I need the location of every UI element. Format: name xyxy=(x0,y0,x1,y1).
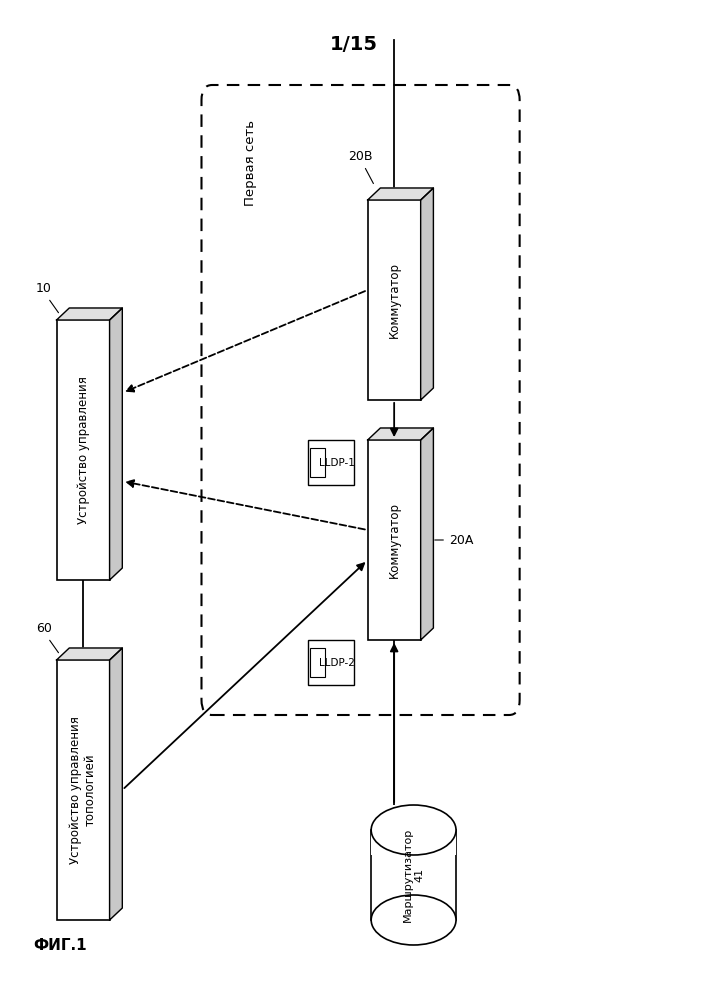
Text: Коммутатор: Коммутатор xyxy=(387,262,401,338)
Text: LLDP-2: LLDP-2 xyxy=(320,658,356,668)
Polygon shape xyxy=(421,428,433,640)
Text: 20A: 20A xyxy=(449,534,473,546)
Bar xyxy=(57,660,110,920)
Bar xyxy=(371,805,456,855)
Polygon shape xyxy=(110,308,122,580)
Bar xyxy=(310,448,325,477)
Text: Маршрутизатор
41: Маршрутизатор 41 xyxy=(403,828,424,922)
Bar xyxy=(308,640,354,685)
Text: Коммутатор: Коммутатор xyxy=(387,502,401,578)
Text: Устройство управления: Устройство управления xyxy=(76,376,90,524)
Text: 60: 60 xyxy=(36,622,52,635)
Polygon shape xyxy=(110,648,122,920)
Text: 10: 10 xyxy=(36,282,52,295)
Ellipse shape xyxy=(371,805,456,855)
Ellipse shape xyxy=(371,895,456,945)
Polygon shape xyxy=(368,188,433,200)
Text: LLDP-1: LLDP-1 xyxy=(320,458,356,468)
Polygon shape xyxy=(57,308,122,320)
Text: Устройство управления
топологией: Устройство управления топологией xyxy=(69,716,97,864)
Bar xyxy=(371,830,456,920)
Polygon shape xyxy=(57,648,122,660)
Polygon shape xyxy=(421,188,433,400)
Polygon shape xyxy=(368,428,433,440)
Text: 20B: 20B xyxy=(349,150,373,163)
Bar xyxy=(308,440,354,485)
Bar xyxy=(57,320,110,580)
Bar xyxy=(368,440,421,640)
Bar xyxy=(368,200,421,400)
Text: 1/15: 1/15 xyxy=(329,35,378,54)
Text: ФИГ.1: ФИГ.1 xyxy=(33,938,87,952)
Bar xyxy=(310,648,325,677)
Text: Первая сеть: Первая сеть xyxy=(245,120,257,206)
